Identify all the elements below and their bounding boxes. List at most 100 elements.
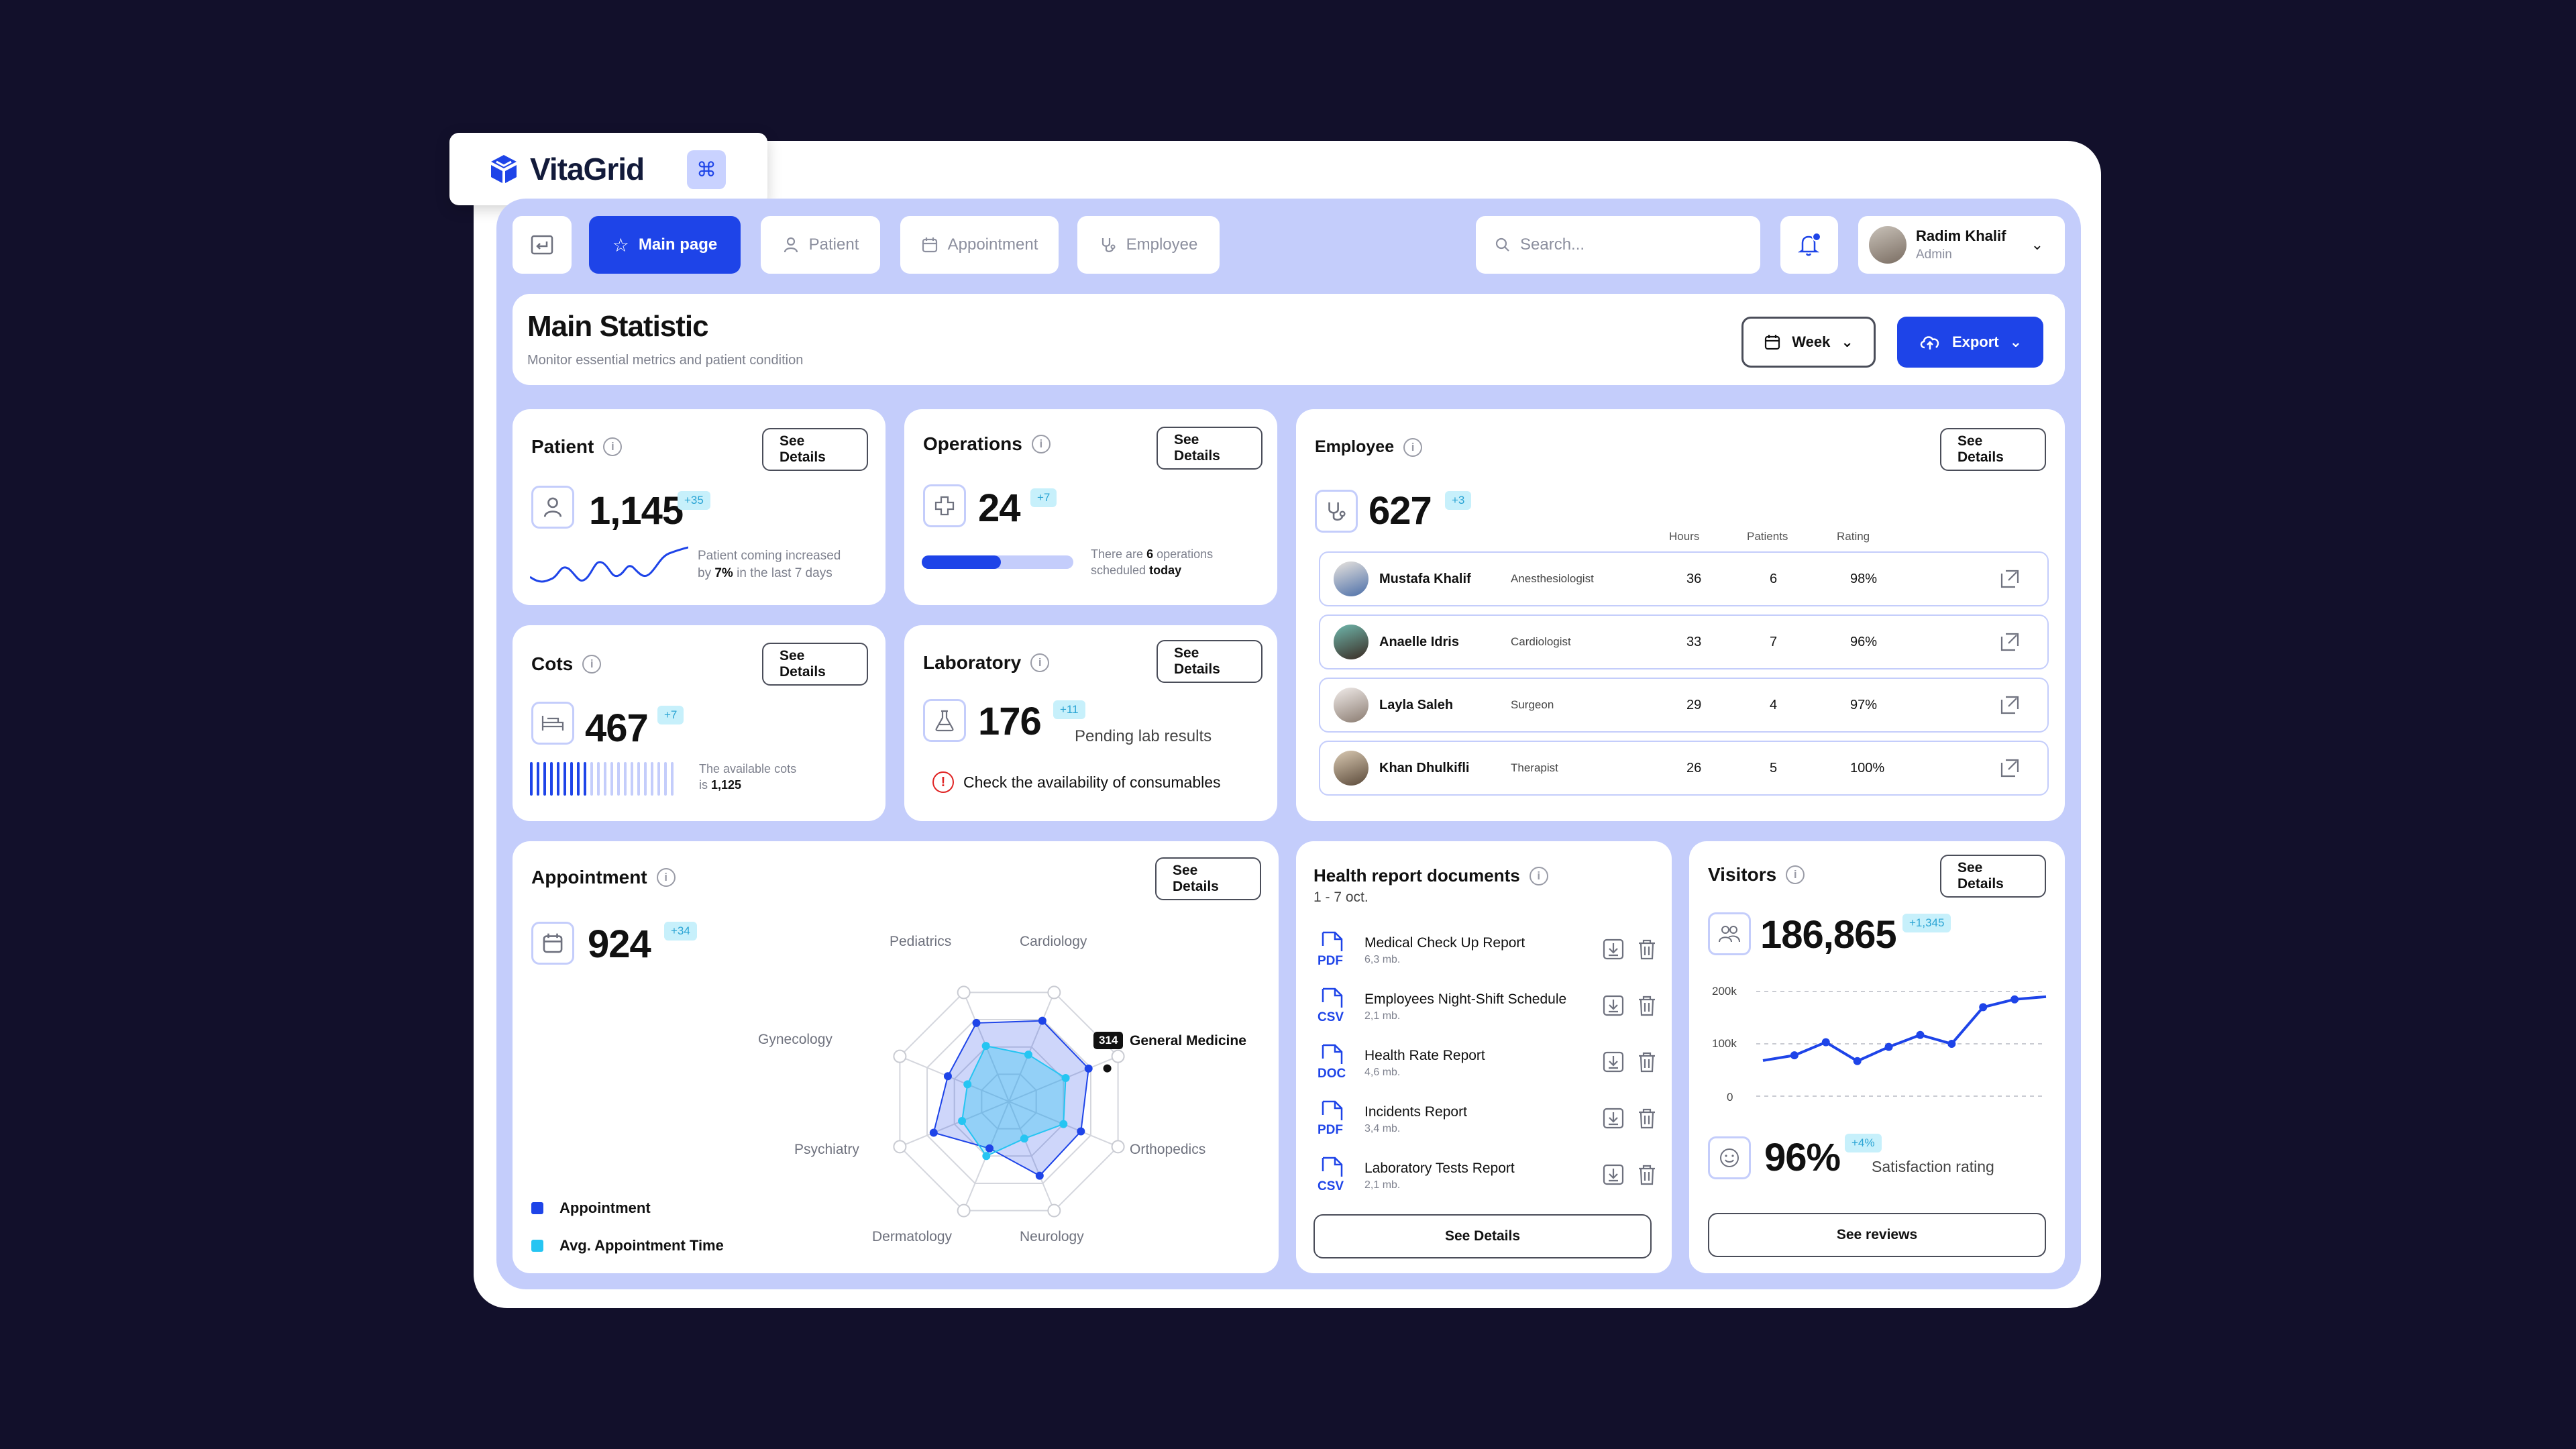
- health-docs-see-details-button[interactable]: See Details: [1313, 1214, 1652, 1258]
- table-row[interactable]: Mustafa Khalif Anesthesiologist 36 6 98%: [1319, 551, 2049, 606]
- appointment-see-details-button[interactable]: See Details: [1155, 857, 1261, 900]
- period-label: Week: [1792, 333, 1831, 350]
- visitors-value: 186,865: [1760, 913, 1897, 957]
- radar-axis: [1008, 1101, 1055, 1211]
- trash-icon[interactable]: [1635, 1163, 1658, 1186]
- command-button[interactable]: ⌘: [687, 150, 726, 189]
- employee-role: Surgeon: [1511, 698, 1554, 711]
- table-row[interactable]: Layla Saleh Surgeon 29 4 97%: [1319, 678, 2049, 733]
- operations-note-mid: operations: [1157, 547, 1214, 561]
- legend-appointment: Appointment: [531, 1199, 651, 1217]
- legend-label: Avg. Appointment Time: [559, 1237, 724, 1254]
- search-input[interactable]: Search...: [1520, 235, 1585, 254]
- patient-note-by: by: [698, 566, 712, 580]
- operations-icon-box: [923, 484, 966, 527]
- tab-main-page[interactable]: ☆ Main page: [589, 216, 741, 274]
- column-header-rating: Rating: [1837, 530, 1870, 543]
- visitors-see-details-button[interactable]: See Details: [1940, 855, 2046, 898]
- info-icon[interactable]: i: [1031, 435, 1051, 453]
- notifications-button[interactable]: [1780, 216, 1838, 274]
- collapse-button[interactable]: [513, 216, 572, 274]
- radar-label-dermatology: Dermatology: [872, 1229, 953, 1244]
- file-size: 2,1 mb.: [1364, 1179, 1401, 1191]
- tab-appointment[interactable]: Appointment: [900, 216, 1059, 274]
- employee-value: 627: [1368, 489, 1432, 533]
- tab-label: Main page: [638, 235, 718, 254]
- patient-see-details-button[interactable]: See Details: [762, 428, 868, 471]
- laboratory-see-details-button[interactable]: See Details: [1157, 640, 1263, 683]
- info-icon[interactable]: i: [1786, 865, 1805, 884]
- file-icon: [1322, 987, 1343, 1008]
- info-icon[interactable]: i: [1403, 437, 1423, 457]
- export-button[interactable]: Export ⌄: [1897, 317, 2043, 368]
- radar-axis-node: [957, 985, 971, 1000]
- card-title: Visitors: [1708, 864, 1777, 885]
- satisfaction-label: Satisfaction rating: [1872, 1158, 1994, 1175]
- trash-icon[interactable]: [1635, 994, 1658, 1017]
- info-icon[interactable]: i: [1529, 866, 1548, 885]
- list-item[interactable]: DOC Health Rate Report 4,6 mb.: [1316, 1044, 1655, 1093]
- list-item[interactable]: CSV Employees Night-Shift Schedule 2,1 m…: [1316, 987, 1655, 1037]
- search-box[interactable]: Search...: [1476, 216, 1760, 274]
- calendar-icon: [922, 237, 937, 253]
- tab-patient[interactable]: Patient: [761, 216, 880, 274]
- radar-point-avg-time: [1020, 1134, 1028, 1143]
- download-icon[interactable]: [1602, 1163, 1625, 1186]
- download-icon[interactable]: [1602, 938, 1625, 961]
- patient-value: 1,145: [589, 489, 684, 533]
- cots-bar: [664, 762, 667, 796]
- user-menu[interactable]: Radim Khalif Admin ⌄: [1858, 216, 2065, 274]
- user-icon: [784, 237, 798, 253]
- download-icon[interactable]: [1602, 1107, 1625, 1130]
- operations-see-details-button[interactable]: See Details: [1157, 427, 1263, 470]
- table-row[interactable]: Khan Dhulkifli Therapist 26 5 100%: [1319, 741, 2049, 796]
- legend-label: Appointment: [559, 1199, 651, 1216]
- operations-note-num: 6: [1146, 547, 1154, 561]
- download-icon[interactable]: [1602, 1051, 1625, 1073]
- list-item[interactable]: PDF Incidents Report 3,4 mb.: [1316, 1100, 1655, 1150]
- period-select[interactable]: Week ⌄: [1741, 317, 1876, 368]
- cots-bar: [617, 762, 620, 796]
- tab-employee[interactable]: Employee: [1077, 216, 1220, 274]
- cots-bar: [604, 762, 606, 796]
- info-icon[interactable]: i: [603, 437, 623, 456]
- stethoscope-icon: [1328, 502, 1346, 521]
- download-icon[interactable]: [1602, 994, 1625, 1017]
- stethoscope-icon: [1102, 238, 1116, 252]
- open-details-icon[interactable]: [1999, 568, 2021, 590]
- cots-note-total: 1,125: [711, 778, 742, 792]
- employee-see-details-button[interactable]: See Details: [1940, 428, 2046, 471]
- list-item[interactable]: PDF Medical Check Up Report 6,3 mb.: [1316, 931, 1655, 981]
- table-row[interactable]: Anaelle Idris Cardiologist 33 7 96%: [1319, 614, 2049, 669]
- tab-label: Employee: [1126, 235, 1198, 254]
- trash-icon[interactable]: [1635, 1051, 1658, 1073]
- health-docs-title-group: Health report documents i: [1313, 865, 1548, 886]
- laboratory-icon-box: [923, 699, 966, 742]
- laboratory-warning: ! Check the availability of consumables: [932, 771, 1221, 793]
- open-details-icon[interactable]: [1999, 757, 2021, 779]
- satisfaction-icon-box: [1708, 1136, 1751, 1179]
- list-item[interactable]: CSV Laboratory Tests Report 2,1 mb.: [1316, 1157, 1655, 1206]
- cots-bar: [597, 762, 600, 796]
- employee-rating: 96%: [1850, 634, 1878, 649]
- trash-icon[interactable]: [1635, 938, 1658, 961]
- info-icon[interactable]: i: [656, 868, 676, 887]
- trash-icon[interactable]: [1635, 1107, 1658, 1130]
- operations-note: There are 6 operations scheduled today: [1091, 546, 1213, 579]
- cots-see-details-button[interactable]: See Details: [762, 643, 868, 686]
- employee-rating: 98%: [1850, 571, 1878, 586]
- info-icon[interactable]: i: [1030, 653, 1050, 672]
- cots-bar: [577, 762, 580, 796]
- open-details-icon[interactable]: [1999, 631, 2021, 653]
- visitors-line: [1762, 995, 2047, 1063]
- see-reviews-button[interactable]: See reviews: [1708, 1213, 2046, 1257]
- chevron-down-icon: ⌄: [1841, 333, 1854, 350]
- radar-point-avg-time: [1024, 1051, 1032, 1059]
- info-icon[interactable]: i: [582, 655, 602, 674]
- radar-axis-node: [893, 1049, 907, 1063]
- radar-point-avg-time: [982, 1152, 991, 1161]
- open-details-icon[interactable]: [1999, 694, 2021, 716]
- visitors-point: [1947, 1040, 1956, 1048]
- radar-axis-node: [1111, 1140, 1125, 1154]
- radar-point-avg-time: [958, 1116, 967, 1125]
